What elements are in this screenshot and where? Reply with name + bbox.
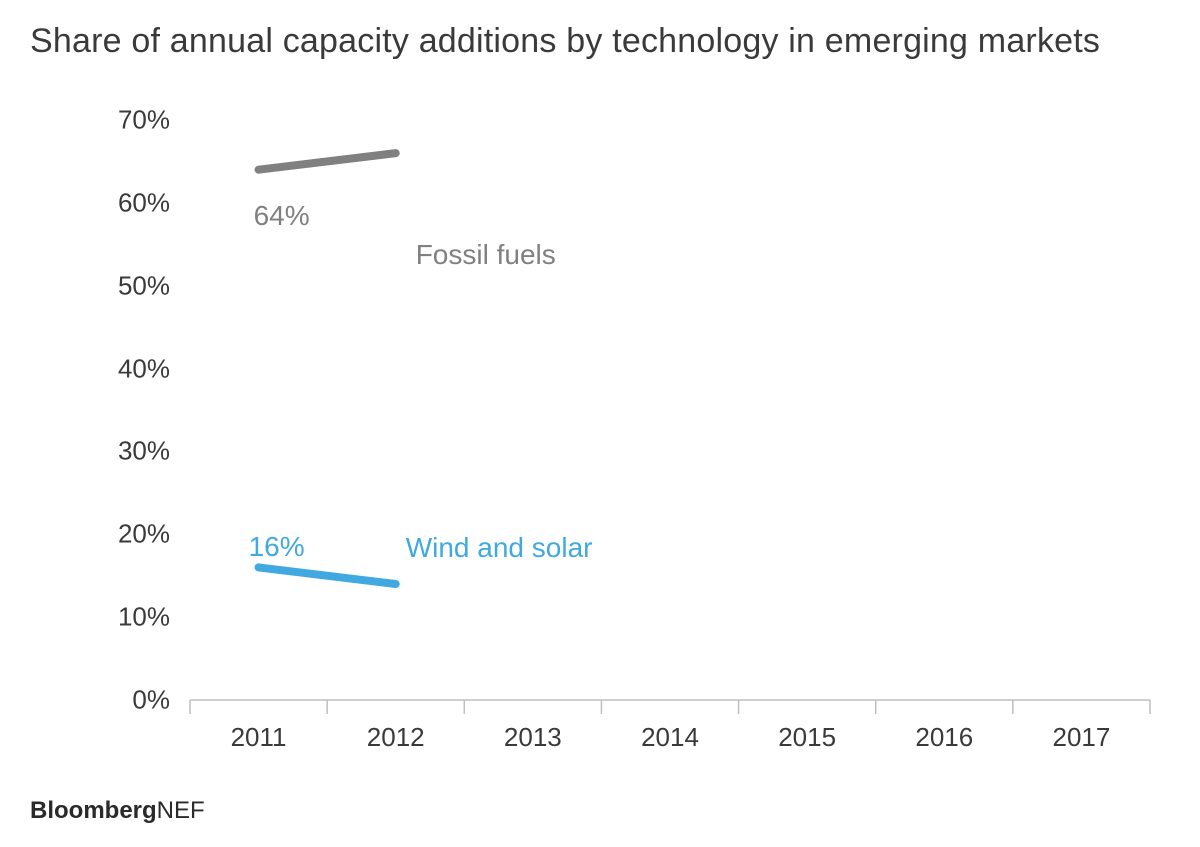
x-tick-label: 2011 <box>231 722 287 753</box>
series-line-windsolar <box>259 567 396 584</box>
y-tick-label: 40% <box>60 353 170 384</box>
source-attribution: BloombergNEF <box>30 797 205 825</box>
x-tick-label: 2017 <box>1053 722 1111 753</box>
y-tick-label: 0% <box>60 685 170 716</box>
y-tick-label: 20% <box>60 519 170 550</box>
x-tick-label: 2012 <box>367 722 425 753</box>
x-tick-label: 2013 <box>504 722 562 753</box>
source-bold: Bloomberg <box>30 797 157 824</box>
x-tick-label: 2016 <box>915 722 973 753</box>
x-tick-label: 2014 <box>641 722 699 753</box>
y-tick-label: 10% <box>60 602 170 633</box>
series-label-fossil: Fossil fuels <box>416 239 556 271</box>
source-light: NEF <box>157 797 205 824</box>
y-tick-label: 30% <box>60 436 170 467</box>
y-tick-label: 70% <box>60 105 170 136</box>
chart-area: 2011 2012 2013 2014 2015 2016 2017 0% 10% 20% 30% 4… <box>60 110 1160 770</box>
point-label-fossil: 64% <box>254 200 310 232</box>
point-label-windsolar: 16% <box>249 531 305 563</box>
chart-svg <box>60 110 1190 780</box>
series-label-windsolar: Wind and solar <box>406 532 593 564</box>
series-line-fossil <box>259 153 396 170</box>
chart-title: Share of annual capacity additions by te… <box>30 22 1100 61</box>
y-tick-label: 60% <box>60 187 170 218</box>
x-tick-label: 2015 <box>778 722 836 753</box>
y-tick-label: 50% <box>60 270 170 301</box>
